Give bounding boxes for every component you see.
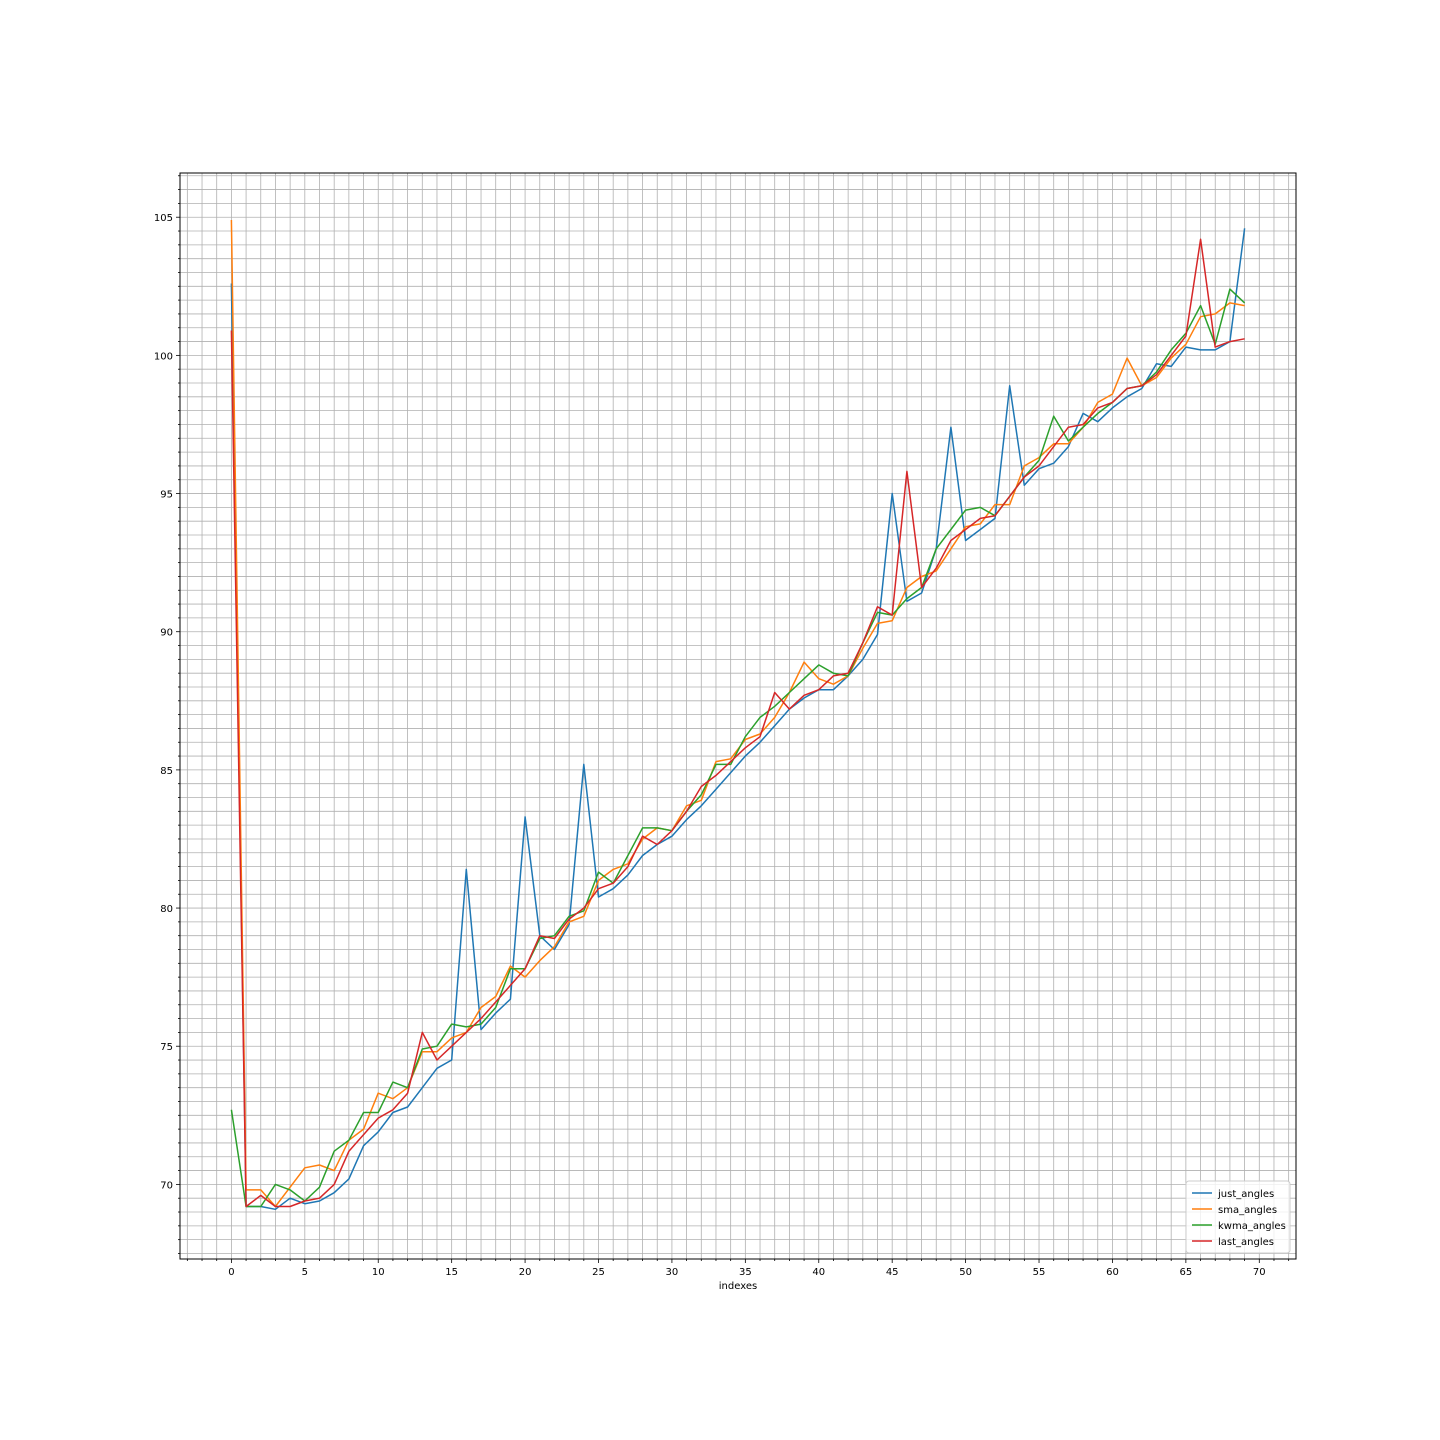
y-tick-label: 95 xyxy=(160,490,173,501)
series-line-just-angles xyxy=(230,228,1246,1211)
y-axis: 70 75 80 85 90 95 100 105 xyxy=(154,175,180,1254)
x-tick-label: 0 xyxy=(228,1267,234,1278)
legend-label: kwma_angles xyxy=(1218,1221,1286,1232)
y-tick-label: 75 xyxy=(160,1042,173,1053)
x-tick-label: 50 xyxy=(959,1267,972,1278)
plot-background xyxy=(180,173,1296,1259)
y-tick-label: 90 xyxy=(160,628,173,639)
legend-label: just_angles xyxy=(1217,1189,1274,1200)
x-tick-label: 5 xyxy=(302,1267,308,1278)
y-tick-label: 105 xyxy=(154,213,173,224)
x-tick-label: 45 xyxy=(886,1267,899,1278)
legend-label: sma_angles xyxy=(1218,1205,1277,1216)
y-tick-label: 80 xyxy=(160,904,173,915)
x-tick-label: 30 xyxy=(666,1267,679,1278)
plot-area xyxy=(179,172,1297,1260)
x-axis-label: indexes xyxy=(719,1281,757,1292)
series-line-kwma-angles xyxy=(230,288,1246,1208)
x-tick-label: 35 xyxy=(739,1267,752,1278)
series-line-last-angles xyxy=(230,238,1245,1208)
legend-box xyxy=(1185,1180,1291,1254)
x-tick-label: 20 xyxy=(519,1267,532,1278)
x-tick-label: 10 xyxy=(372,1267,385,1278)
x-tick-label: 60 xyxy=(1106,1267,1119,1278)
x-tick-label: 15 xyxy=(445,1267,458,1278)
x-tick-label: 70 xyxy=(1253,1267,1266,1278)
y-tick-label: 85 xyxy=(160,766,173,777)
y-tick-label: 100 xyxy=(154,351,173,362)
x-tick-label: 25 xyxy=(592,1267,605,1278)
x-tick-label: 40 xyxy=(812,1267,825,1278)
x-axis: 0 5 10 15 20 25 30 35 40 45 50 55 60 65 70 xyxy=(186,1259,1290,1278)
legend-label: last_angles xyxy=(1218,1237,1274,1248)
plot-frame xyxy=(179,172,1297,1260)
series-lines xyxy=(230,219,1246,1211)
y-tick-label: 70 xyxy=(160,1180,173,1191)
x-tick-label: 65 xyxy=(1180,1267,1193,1278)
x-tick-label: 55 xyxy=(1033,1267,1046,1278)
legend: just_angles sma_angles kwma_angles last_ang… xyxy=(1185,1180,1291,1254)
